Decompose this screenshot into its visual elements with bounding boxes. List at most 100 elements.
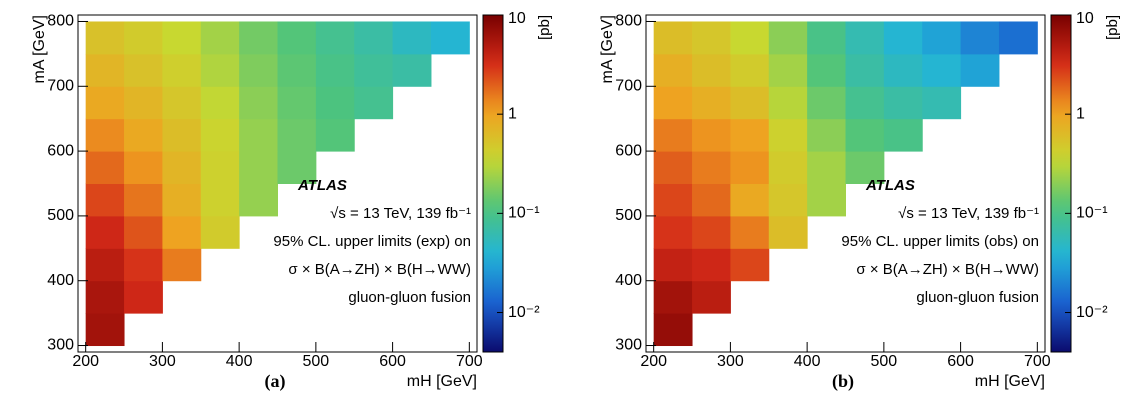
heatmap-cell	[430, 21, 470, 55]
heatmap-cell	[653, 53, 693, 87]
heatmap-cell	[239, 53, 278, 87]
heatmap-cell	[653, 248, 693, 282]
y-tick-label: 400	[615, 272, 642, 289]
heatmap-cell	[768, 21, 808, 55]
heatmap-cell	[845, 53, 885, 87]
heatmap-cell	[392, 53, 432, 87]
heatmap-cell	[807, 53, 846, 87]
heatmap-cell	[200, 215, 240, 249]
heatmap-cell	[883, 21, 923, 55]
heatmap-cell	[768, 118, 808, 152]
colorbar-tick-label: 1	[1076, 105, 1085, 122]
colorbar-tick-label: 10	[1076, 10, 1094, 27]
heatmap-cell	[124, 151, 163, 184]
heatmap-cell	[85, 118, 125, 152]
heatmap-cell	[200, 21, 240, 55]
x-tick-label: 700	[456, 353, 483, 370]
heatmap-cell	[768, 53, 808, 87]
heatmap-cell	[124, 86, 163, 120]
colorbar-label: [pb]	[536, 15, 553, 40]
plot-frame	[645, 14, 1046, 353]
y-axis-label: mA [GeV]	[31, 15, 48, 83]
annotation: 95% CL. upper limits (obs) on	[841, 233, 1039, 250]
heatmap-cell	[124, 248, 163, 282]
heatmap-cell	[692, 86, 731, 120]
heatmap-cell	[239, 21, 278, 55]
heatmap-cell	[162, 21, 202, 55]
annotation: √s = 13 TeV, 139 fb⁻¹	[330, 205, 471, 222]
heatmap-cell	[162, 248, 202, 282]
x-tick-label: 200	[640, 353, 667, 370]
heatmap-cell	[200, 118, 240, 152]
heatmap-cell	[768, 151, 808, 184]
y-tick-label: 500	[615, 207, 642, 224]
colorbar-tick-label: 10⁻¹	[1076, 205, 1108, 222]
colorbar-tick-label: 10⁻²	[1076, 304, 1108, 321]
heatmap-cell	[653, 183, 693, 217]
heatmap-cell	[960, 21, 1000, 55]
heatmap-cell	[124, 183, 163, 217]
heatmap-cell	[315, 21, 355, 55]
heatmap-cell	[315, 53, 355, 87]
heatmap-cell	[200, 151, 240, 184]
annotation: σ × B(A→ZH) × B(H→WW)	[856, 261, 1039, 278]
heatmap-cell	[85, 280, 125, 314]
heatmap-cell	[653, 215, 693, 249]
heatmap-cell	[922, 86, 962, 120]
heatmap-cell	[730, 215, 770, 249]
x-tick-label: 400	[226, 353, 253, 370]
heatmap-cell	[124, 118, 163, 152]
x-tick-label: 500	[303, 353, 330, 370]
heatmap-cell	[200, 183, 240, 217]
heatmap-cell	[239, 151, 278, 184]
annotation: ATLAS	[297, 177, 347, 194]
heatmap-cell	[960, 53, 1000, 87]
heatmap-cell	[730, 248, 770, 282]
heatmap-cell	[85, 215, 125, 249]
heatmap-cell	[692, 21, 731, 55]
heatmap-cell	[692, 53, 731, 87]
heatmap-cell	[922, 21, 962, 55]
heatmap-cell	[239, 118, 278, 152]
heatmap-cell	[768, 215, 808, 249]
heatmap-cell	[807, 86, 846, 120]
panel-label: (b)	[832, 371, 854, 392]
colorbar	[1050, 14, 1072, 353]
heatmap-cell	[883, 86, 923, 120]
heatmap-cell	[730, 118, 770, 152]
heatmap-cell	[85, 313, 125, 347]
x-tick-label: 500	[871, 353, 898, 370]
heatmap-cell	[692, 118, 731, 152]
heatmap-cell	[392, 21, 432, 55]
y-tick-label: 300	[615, 337, 642, 354]
heatmap-cell	[162, 215, 202, 249]
heatmap-cell	[200, 53, 240, 87]
colorbar-label: [pb]	[1104, 15, 1121, 40]
annotation: √s = 13 TeV, 139 fb⁻¹	[898, 205, 1039, 222]
heatmap-cell	[354, 53, 394, 87]
heatmap-cell	[653, 21, 693, 55]
heatmap-cell	[807, 21, 846, 55]
heatmap-cell	[807, 151, 846, 184]
colorbar-tick-label: 10⁻²	[508, 304, 540, 321]
panel-label: (a)	[265, 371, 286, 392]
y-tick-label: 800	[615, 13, 642, 30]
heatmap-cell	[200, 86, 240, 120]
heatmap-cell	[730, 86, 770, 120]
heatmap-cell	[653, 280, 693, 314]
heatmap-cell	[845, 118, 885, 152]
heatmap-cell	[124, 21, 163, 55]
heatmap-cell	[85, 151, 125, 184]
heatmap-cell	[768, 183, 808, 217]
heatmap-cell	[85, 248, 125, 282]
heatmap-cell	[354, 86, 394, 120]
x-tick-label: 300	[717, 353, 744, 370]
heatmap-cell	[124, 280, 163, 314]
heatmap-cell	[277, 53, 317, 87]
heatmap-cell	[162, 53, 202, 87]
heatmap-cell	[998, 21, 1038, 55]
x-tick-label: 600	[379, 353, 406, 370]
annotation: σ × B(A→ZH) × B(H→WW)	[288, 261, 471, 278]
heatmap-cell	[653, 313, 693, 347]
